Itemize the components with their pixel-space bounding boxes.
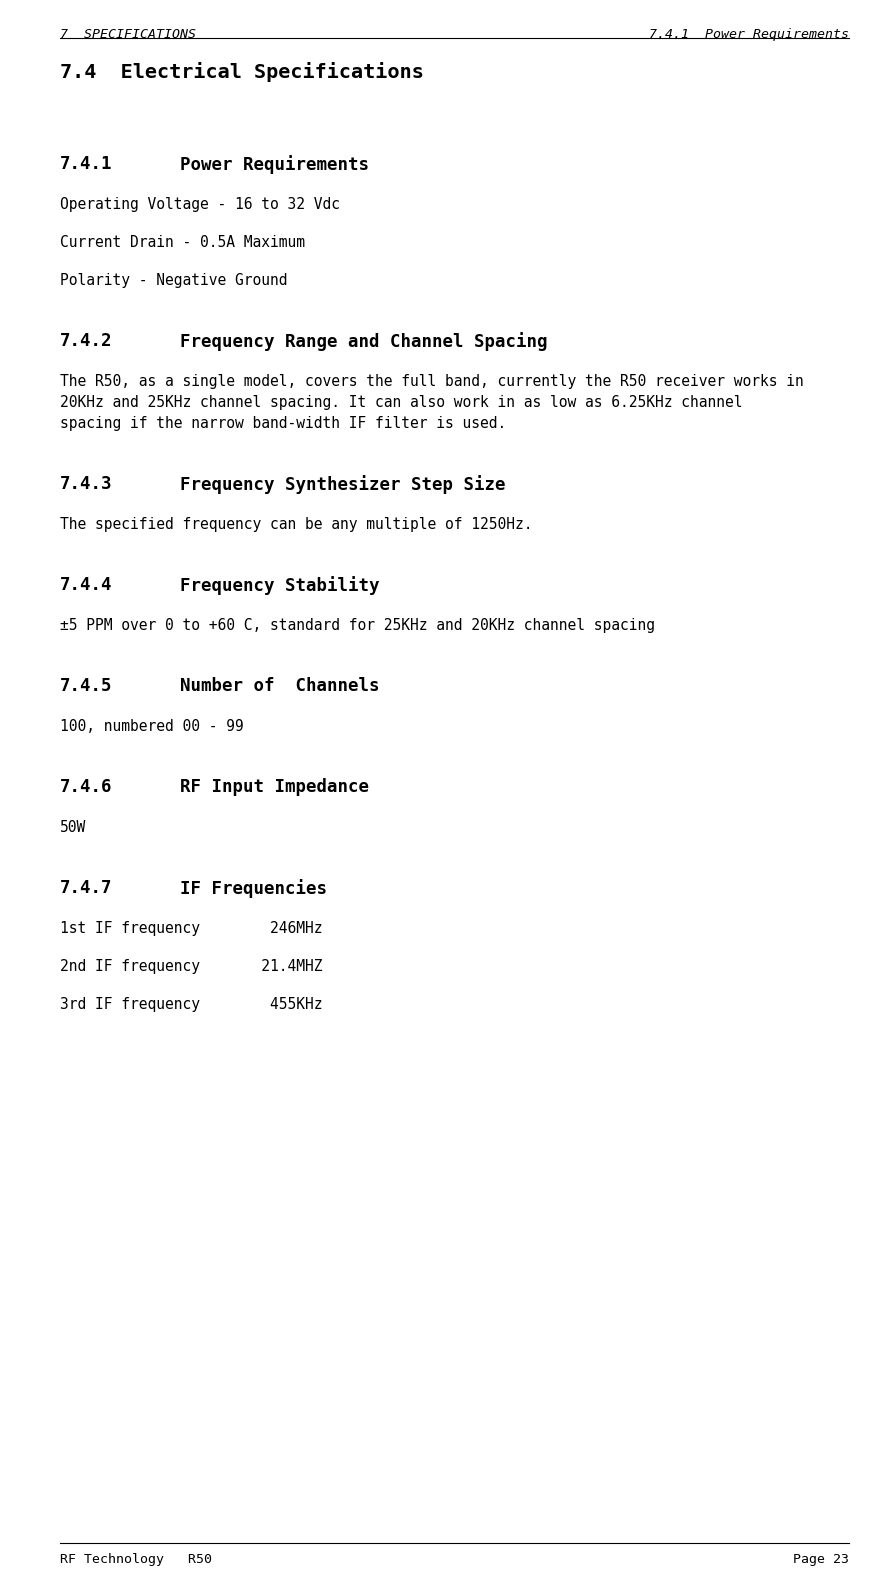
Text: 7.4.3: 7.4.3: [60, 475, 112, 493]
Text: 7.4.1: 7.4.1: [60, 155, 112, 172]
Text: IF Frequencies: IF Frequencies: [180, 879, 327, 898]
Text: 3rd IF frequency        455KHz: 3rd IF frequency 455KHz: [60, 997, 322, 1011]
Text: Operating Voltage - 16 to 32 Vdc: Operating Voltage - 16 to 32 Vdc: [60, 198, 339, 212]
Text: 7.4.7: 7.4.7: [60, 879, 112, 896]
Text: 50W: 50W: [60, 820, 86, 836]
Text: The R50, as a single model, covers the full band, currently the R50 receiver wor: The R50, as a single model, covers the f…: [60, 373, 803, 389]
Text: 7.4.4: 7.4.4: [60, 576, 112, 593]
Text: 7  SPECIFICATIONS: 7 SPECIFICATIONS: [60, 29, 196, 41]
Text: Frequency Stability: Frequency Stability: [180, 576, 379, 595]
Text: 7.4.1  Power Requirements: 7.4.1 Power Requirements: [649, 29, 849, 41]
Text: Frequency Range and Channel Spacing: Frequency Range and Channel Spacing: [180, 332, 547, 351]
Text: RF Technology   R50: RF Technology R50: [60, 1554, 211, 1566]
Text: ±5 PPM over 0 to +60 C, standard for 25KHz and 20KHz channel spacing: ±5 PPM over 0 to +60 C, standard for 25K…: [60, 617, 654, 633]
Text: 7.4.6: 7.4.6: [60, 778, 112, 796]
Text: Current Drain - 0.5A Maximum: Current Drain - 0.5A Maximum: [60, 234, 304, 250]
Text: Page 23: Page 23: [793, 1554, 849, 1566]
Text: The specified frequency can be any multiple of 1250Hz.: The specified frequency can be any multi…: [60, 517, 532, 533]
Text: 100, numbered 00 - 99: 100, numbered 00 - 99: [60, 719, 244, 734]
Text: Polarity - Negative Ground: Polarity - Negative Ground: [60, 273, 287, 289]
Text: Power Requirements: Power Requirements: [180, 155, 369, 174]
Text: 1st IF frequency        246MHz: 1st IF frequency 246MHz: [60, 920, 322, 936]
Text: 7.4  Electrical Specifications: 7.4 Electrical Specifications: [60, 62, 424, 81]
Text: 2nd IF frequency       21.4MHZ: 2nd IF frequency 21.4MHZ: [60, 959, 322, 975]
Text: Number of  Channels: Number of Channels: [180, 676, 379, 695]
Text: Frequency Synthesizer Step Size: Frequency Synthesizer Step Size: [180, 475, 505, 494]
Text: 20KHz and 25KHz channel spacing. It can also work in as low as 6.25KHz channel: 20KHz and 25KHz channel spacing. It can …: [60, 396, 742, 410]
Text: RF Input Impedance: RF Input Impedance: [180, 778, 369, 796]
Text: 7.4.5: 7.4.5: [60, 676, 112, 695]
Text: spacing if the narrow band-width IF filter is used.: spacing if the narrow band-width IF filt…: [60, 416, 506, 431]
Text: 7.4.2: 7.4.2: [60, 332, 112, 349]
